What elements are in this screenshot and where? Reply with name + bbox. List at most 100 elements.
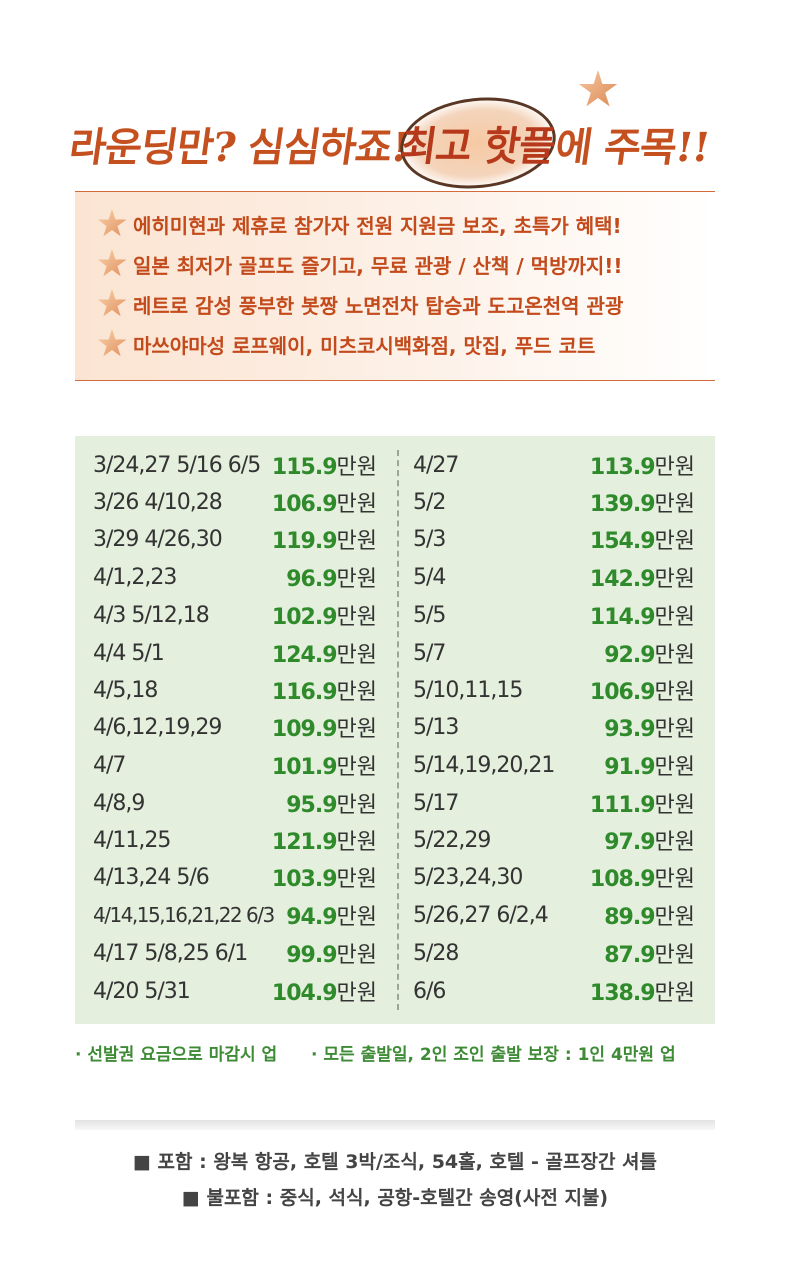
price: 116.9만원: [272, 674, 377, 706]
price-unit: 만원: [336, 830, 377, 855]
note-early-bird: · 선발권 요금으로 마감시 업: [75, 1045, 278, 1065]
note-join-guarantee: · 모든 출발일, 2인 조인 출발 보장 : 1인 4만원 업: [311, 1045, 676, 1065]
departure-dates: 5/23,24,30: [413, 864, 523, 890]
feature-text: 레트로 감성 풍부한 봇짱 노면전차 탑승과 도고온천역 관광: [133, 293, 624, 318]
price-value: 109.9: [271, 717, 338, 742]
price: 113.9만원: [590, 449, 695, 481]
price-row: 5/3 154.9만원: [413, 520, 695, 558]
price-row: 4/13,24 5/6 103.9만원: [93, 858, 377, 896]
departure-dates: 5/3: [413, 526, 446, 552]
feature-text: 마쓰야마성 로프웨이, 미츠코시백화점, 맛집, 푸드 코트: [133, 333, 596, 358]
departure-dates: 3/26 4/10,28: [93, 489, 223, 515]
price-row: 5/7 92.9만원: [413, 634, 695, 672]
price-row: 3/24,27 5/16 6/5 115.9만원: [93, 446, 377, 484]
price: 138.9만원: [590, 975, 695, 1007]
price-unit: 만원: [336, 905, 377, 930]
excluded-items: ■ 불포함 : 중식, 석식, 공항-호텔간 송영(사전 지불): [181, 1187, 609, 1209]
star-icon: [97, 249, 127, 277]
price-unit: 만원: [654, 492, 695, 517]
price: 92.9만원: [604, 637, 695, 669]
departure-dates: 4/5,18: [93, 677, 158, 703]
price-value: 93.9: [604, 717, 655, 742]
departure-dates: 4/14,15,16,21,22 6/3: [93, 903, 275, 927]
price-value: 111.9: [589, 793, 656, 818]
departure-dates: 4/27: [413, 452, 459, 478]
feature-item: 레트로 감성 풍부한 봇짱 노면전차 탑승과 도고온천역 관광: [97, 286, 623, 322]
price-value: 92.9: [604, 643, 655, 668]
price-unit: 만원: [654, 943, 695, 968]
star-icon: [97, 329, 127, 357]
column-divider: [397, 450, 399, 1010]
headline-highlight-circle: 최고 핫플: [395, 90, 561, 196]
price-row: 4/11,25 121.9만원: [93, 821, 377, 859]
price: 115.9만원: [272, 449, 377, 481]
departure-dates: 6/6: [413, 978, 446, 1004]
price: 121.9만원: [272, 824, 377, 856]
price: 94.9만원: [286, 899, 377, 931]
price-value: 138.9: [589, 981, 656, 1006]
price-row: 4/7 101.9만원: [93, 746, 377, 784]
departure-dates: 4/8,9: [93, 790, 145, 816]
price-row: 4/14,15,16,21,22 6/3 94.9만원: [93, 896, 377, 934]
departure-dates: 5/17: [413, 790, 459, 816]
departure-dates: 4/17 5/8,25 6/1: [93, 940, 248, 966]
price: 154.9만원: [590, 523, 695, 555]
price: 95.9만원: [286, 787, 377, 819]
price-row: 4/27 113.9만원: [413, 446, 695, 484]
price-unit: 만원: [336, 605, 377, 630]
price-value: 139.9: [589, 492, 656, 517]
price-value: 104.9: [271, 981, 338, 1006]
price: 124.9만원: [272, 637, 377, 669]
price: 119.9만원: [272, 523, 377, 555]
departure-dates: 5/5: [413, 602, 446, 628]
price-value: 95.9: [286, 793, 337, 818]
price-value: 101.9: [271, 755, 338, 780]
price: 142.9만원: [590, 561, 695, 593]
price-value: 119.9: [271, 529, 338, 554]
price-row: 5/28 87.9만원: [413, 934, 695, 972]
departure-dates: 5/2: [413, 489, 446, 515]
price-unit: 만원: [654, 529, 695, 554]
price-value: 108.9: [589, 867, 656, 892]
price-row: 5/13 93.9만원: [413, 708, 695, 746]
price-unit: 만원: [336, 755, 377, 780]
departure-dates: 4/13,24 5/6: [93, 864, 210, 890]
price: 114.9만원: [590, 599, 695, 631]
price: 99.9만원: [286, 937, 377, 969]
price-value: 124.9: [271, 643, 338, 668]
price-unit: 만원: [654, 830, 695, 855]
departure-dates: 5/26,27 6/2,4: [413, 902, 549, 928]
feature-text: 에히미현과 제휴로 참가자 전원 지원금 보조, 초특가 혜택!: [133, 213, 622, 238]
price-row: 5/17 111.9만원: [413, 784, 695, 822]
departure-dates: 4/7: [93, 752, 126, 778]
price-row: 5/4 142.9만원: [413, 558, 695, 596]
price-unit: 만원: [654, 867, 695, 892]
price-value: 89.9: [604, 905, 655, 930]
price-value: 142.9: [589, 567, 656, 592]
departure-dates: 4/20 5/31: [93, 978, 191, 1004]
price-unit: 만원: [336, 643, 377, 668]
departure-dates: 5/13: [413, 714, 459, 740]
price: 101.9만원: [272, 749, 377, 781]
star-icon: [97, 209, 127, 237]
departure-dates: 5/4: [413, 564, 446, 590]
departure-dates: 5/22,29: [413, 827, 491, 853]
price-value: 99.9: [286, 943, 337, 968]
price-value: 113.9: [589, 455, 656, 480]
price-unit: 만원: [336, 943, 377, 968]
price-unit: 만원: [654, 455, 695, 480]
feature-item: 에히미현과 제휴로 참가자 전원 지원금 보조, 초특가 혜택!: [97, 206, 622, 242]
price-unit: 만원: [654, 567, 695, 592]
departure-dates: 4/3 5/12,18: [93, 602, 210, 628]
price-row: 5/26,27 6/2,4 89.9만원: [413, 896, 695, 934]
price-row: 5/2 139.9만원: [413, 483, 695, 521]
price-unit: 만원: [336, 981, 377, 1006]
price-unit: 만원: [654, 981, 695, 1006]
price-unit: 만원: [654, 605, 695, 630]
price-row: 6/6 138.9만원: [413, 972, 695, 1010]
price-row: 5/5 114.9만원: [413, 596, 695, 634]
star-icon: [97, 289, 127, 317]
price-value: 97.9: [604, 830, 655, 855]
price-row: 4/20 5/31 104.9만원: [93, 972, 377, 1010]
price-row: 5/22,29 97.9만원: [413, 821, 695, 859]
